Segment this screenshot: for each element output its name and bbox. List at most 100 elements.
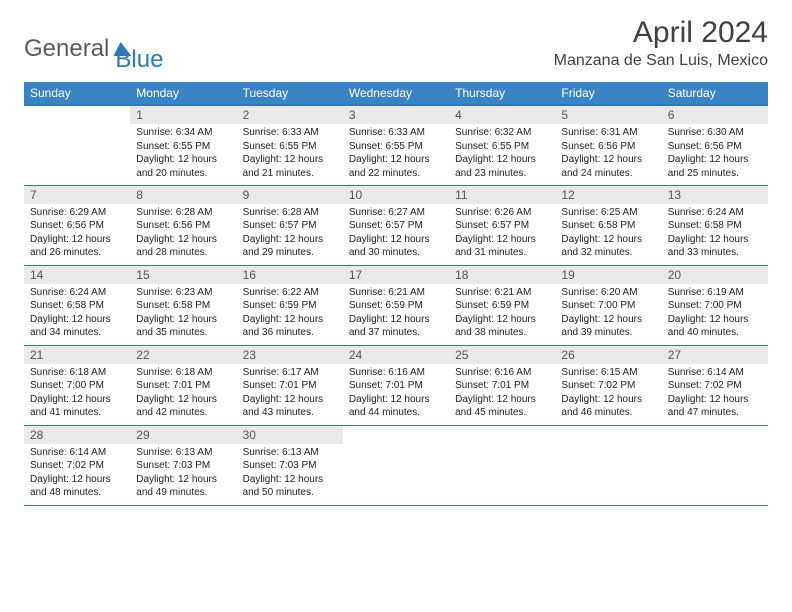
day-details: Sunrise: 6:14 AMSunset: 7:02 PMDaylight:… [662, 364, 768, 424]
calendar-day-cell: 21Sunrise: 6:18 AMSunset: 7:00 PMDayligh… [24, 345, 130, 425]
calendar-day-cell: 22Sunrise: 6:18 AMSunset: 7:01 PMDayligh… [130, 345, 236, 425]
day-number: 23 [237, 346, 343, 364]
day-number: 16 [237, 266, 343, 284]
calendar-day-cell: 29Sunrise: 6:13 AMSunset: 7:03 PMDayligh… [130, 425, 236, 505]
day-number: 28 [24, 426, 130, 444]
day-details: Sunrise: 6:24 AMSunset: 6:58 PMDaylight:… [662, 204, 768, 264]
day-details: Sunrise: 6:33 AMSunset: 6:55 PMDaylight:… [343, 124, 449, 184]
day-number: 10 [343, 186, 449, 204]
day-details: Sunrise: 6:19 AMSunset: 7:00 PMDaylight:… [662, 284, 768, 344]
calendar-day-cell: 3Sunrise: 6:33 AMSunset: 6:55 PMDaylight… [343, 105, 449, 185]
page-title: April 2024 [554, 16, 768, 50]
day-details: Sunrise: 6:13 AMSunset: 7:03 PMDaylight:… [130, 444, 236, 504]
calendar-day-cell: 20Sunrise: 6:19 AMSunset: 7:00 PMDayligh… [662, 265, 768, 345]
day-details: Sunrise: 6:26 AMSunset: 6:57 PMDaylight:… [449, 204, 555, 264]
day-details: Sunrise: 6:17 AMSunset: 7:01 PMDaylight:… [237, 364, 343, 424]
calendar-empty-cell [662, 425, 768, 505]
day-number: 25 [449, 346, 555, 364]
day-number: 18 [449, 266, 555, 284]
day-details: Sunrise: 6:28 AMSunset: 6:56 PMDaylight:… [130, 204, 236, 264]
day-number: 8 [130, 186, 236, 204]
calendar-day-cell: 28Sunrise: 6:14 AMSunset: 7:02 PMDayligh… [24, 425, 130, 505]
dayname-header: Friday [555, 82, 661, 105]
day-details: Sunrise: 6:32 AMSunset: 6:55 PMDaylight:… [449, 124, 555, 184]
day-number: 20 [662, 266, 768, 284]
day-number: 17 [343, 266, 449, 284]
day-details: Sunrise: 6:21 AMSunset: 6:59 PMDaylight:… [449, 284, 555, 344]
calendar-day-cell: 16Sunrise: 6:22 AMSunset: 6:59 PMDayligh… [237, 265, 343, 345]
calendar-empty-cell [449, 425, 555, 505]
calendar-day-cell: 11Sunrise: 6:26 AMSunset: 6:57 PMDayligh… [449, 185, 555, 265]
day-number: 13 [662, 186, 768, 204]
day-number: 15 [130, 266, 236, 284]
dayname-header: Monday [130, 82, 236, 105]
location-label: Manzana de San Luis, Mexico [554, 52, 768, 70]
calendar-empty-cell [24, 105, 130, 185]
title-block: April 2024 Manzana de San Luis, Mexico [554, 16, 768, 70]
dayname-header: Saturday [662, 82, 768, 105]
day-number: 4 [449, 106, 555, 124]
calendar-week-row: 28Sunrise: 6:14 AMSunset: 7:02 PMDayligh… [24, 425, 768, 505]
calendar-day-cell: 7Sunrise: 6:29 AMSunset: 6:56 PMDaylight… [24, 185, 130, 265]
day-details: Sunrise: 6:30 AMSunset: 6:56 PMDaylight:… [662, 124, 768, 184]
calendar-day-cell: 8Sunrise: 6:28 AMSunset: 6:56 PMDaylight… [130, 185, 236, 265]
calendar-header-row: SundayMondayTuesdayWednesdayThursdayFrid… [24, 82, 768, 105]
day-number: 21 [24, 346, 130, 364]
day-number: 2 [237, 106, 343, 124]
logo: General Blue [24, 24, 163, 74]
day-details: Sunrise: 6:21 AMSunset: 6:59 PMDaylight:… [343, 284, 449, 344]
day-number: 27 [662, 346, 768, 364]
day-details: Sunrise: 6:18 AMSunset: 7:01 PMDaylight:… [130, 364, 236, 424]
day-number: 26 [555, 346, 661, 364]
day-number: 7 [24, 186, 130, 204]
day-details: Sunrise: 6:33 AMSunset: 6:55 PMDaylight:… [237, 124, 343, 184]
day-number: 12 [555, 186, 661, 204]
day-details: Sunrise: 6:15 AMSunset: 7:02 PMDaylight:… [555, 364, 661, 424]
day-number: 11 [449, 186, 555, 204]
calendar-week-row: 1Sunrise: 6:34 AMSunset: 6:55 PMDaylight… [24, 105, 768, 185]
day-details: Sunrise: 6:14 AMSunset: 7:02 PMDaylight:… [24, 444, 130, 504]
day-details: Sunrise: 6:16 AMSunset: 7:01 PMDaylight:… [449, 364, 555, 424]
calendar-day-cell: 19Sunrise: 6:20 AMSunset: 7:00 PMDayligh… [555, 265, 661, 345]
calendar-week-row: 14Sunrise: 6:24 AMSunset: 6:58 PMDayligh… [24, 265, 768, 345]
calendar-day-cell: 17Sunrise: 6:21 AMSunset: 6:59 PMDayligh… [343, 265, 449, 345]
calendar-day-cell: 4Sunrise: 6:32 AMSunset: 6:55 PMDaylight… [449, 105, 555, 185]
dayname-header: Tuesday [237, 82, 343, 105]
calendar-day-cell: 26Sunrise: 6:15 AMSunset: 7:02 PMDayligh… [555, 345, 661, 425]
calendar-table: SundayMondayTuesdayWednesdayThursdayFrid… [24, 82, 768, 506]
calendar-body: 1Sunrise: 6:34 AMSunset: 6:55 PMDaylight… [24, 105, 768, 505]
dayname-header: Wednesday [343, 82, 449, 105]
calendar-day-cell: 1Sunrise: 6:34 AMSunset: 6:55 PMDaylight… [130, 105, 236, 185]
calendar-day-cell: 25Sunrise: 6:16 AMSunset: 7:01 PMDayligh… [449, 345, 555, 425]
header: General Blue April 2024 Manzana de San L… [24, 16, 768, 74]
day-details: Sunrise: 6:22 AMSunset: 6:59 PMDaylight:… [237, 284, 343, 344]
day-details: Sunrise: 6:31 AMSunset: 6:56 PMDaylight:… [555, 124, 661, 184]
calendar-day-cell: 24Sunrise: 6:16 AMSunset: 7:01 PMDayligh… [343, 345, 449, 425]
day-number: 30 [237, 426, 343, 444]
day-details: Sunrise: 6:24 AMSunset: 6:58 PMDaylight:… [24, 284, 130, 344]
calendar-day-cell: 12Sunrise: 6:25 AMSunset: 6:58 PMDayligh… [555, 185, 661, 265]
day-details: Sunrise: 6:34 AMSunset: 6:55 PMDaylight:… [130, 124, 236, 184]
calendar-day-cell: 27Sunrise: 6:14 AMSunset: 7:02 PMDayligh… [662, 345, 768, 425]
day-details: Sunrise: 6:29 AMSunset: 6:56 PMDaylight:… [24, 204, 130, 264]
calendar-day-cell: 14Sunrise: 6:24 AMSunset: 6:58 PMDayligh… [24, 265, 130, 345]
day-number: 9 [237, 186, 343, 204]
day-number: 24 [343, 346, 449, 364]
calendar-day-cell: 30Sunrise: 6:13 AMSunset: 7:03 PMDayligh… [237, 425, 343, 505]
day-details: Sunrise: 6:27 AMSunset: 6:57 PMDaylight:… [343, 204, 449, 264]
day-number: 22 [130, 346, 236, 364]
day-number: 1 [130, 106, 236, 124]
calendar-week-row: 21Sunrise: 6:18 AMSunset: 7:00 PMDayligh… [24, 345, 768, 425]
day-number: 5 [555, 106, 661, 124]
calendar-empty-cell [555, 425, 661, 505]
calendar-day-cell: 9Sunrise: 6:28 AMSunset: 6:57 PMDaylight… [237, 185, 343, 265]
day-details: Sunrise: 6:13 AMSunset: 7:03 PMDaylight:… [237, 444, 343, 504]
day-number: 19 [555, 266, 661, 284]
calendar-day-cell: 2Sunrise: 6:33 AMSunset: 6:55 PMDaylight… [237, 105, 343, 185]
day-details: Sunrise: 6:23 AMSunset: 6:58 PMDaylight:… [130, 284, 236, 344]
calendar-day-cell: 15Sunrise: 6:23 AMSunset: 6:58 PMDayligh… [130, 265, 236, 345]
calendar-day-cell: 10Sunrise: 6:27 AMSunset: 6:57 PMDayligh… [343, 185, 449, 265]
calendar-day-cell: 13Sunrise: 6:24 AMSunset: 6:58 PMDayligh… [662, 185, 768, 265]
day-details: Sunrise: 6:18 AMSunset: 7:00 PMDaylight:… [24, 364, 130, 424]
calendar-day-cell: 6Sunrise: 6:30 AMSunset: 6:56 PMDaylight… [662, 105, 768, 185]
